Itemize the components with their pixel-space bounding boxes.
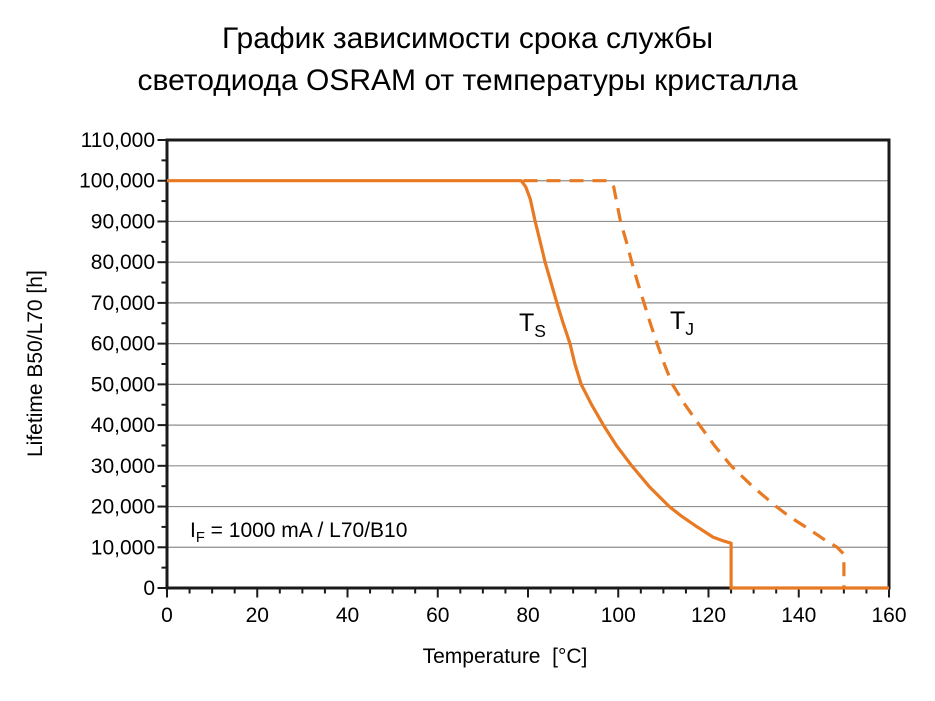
series-curve-TS bbox=[167, 179, 889, 590]
x-tick-label: 140 bbox=[781, 604, 816, 627]
chart-title-line1: График зависимости срока службы bbox=[221, 22, 714, 55]
x-tick-label: 160 bbox=[871, 604, 906, 627]
y-tick-label: 100,000 bbox=[79, 170, 155, 193]
y-tick-label: 70,000 bbox=[91, 292, 155, 315]
x-tick-label: 60 bbox=[426, 604, 449, 627]
chart-title-line2: светодиода OSRAM от температуры кристалл… bbox=[137, 64, 798, 97]
annotation-symbol: I bbox=[190, 519, 196, 542]
y-tick-label: 30,000 bbox=[91, 455, 155, 478]
x-tick-label: 120 bbox=[691, 604, 726, 627]
y-tick-label: 50,000 bbox=[91, 373, 155, 396]
x-tick-label: 0 bbox=[161, 604, 173, 627]
y-tick-label: 40,000 bbox=[91, 414, 155, 437]
y-tick-label: 110,000 bbox=[81, 129, 155, 152]
annotation-drive-current: IF = 1000 mA / L70/B10 bbox=[190, 519, 407, 546]
x-tick-label: 20 bbox=[246, 604, 269, 627]
x-tick-label: 40 bbox=[336, 604, 359, 627]
y-axis-title: Lifetime B50/L70 [h] bbox=[24, 270, 47, 458]
y-tick-label: 0 bbox=[143, 577, 155, 600]
series-curve-TJ bbox=[523, 179, 846, 588]
chart-title: График зависимости срока службы светодио… bbox=[0, 18, 935, 102]
y-tick-label: 10,000 bbox=[91, 536, 155, 559]
annotation-subscript: F bbox=[195, 530, 205, 547]
y-tick-label: 20,000 bbox=[91, 496, 155, 519]
series-label-tj: TJ bbox=[670, 307, 695, 339]
x-tick-label: 100 bbox=[601, 604, 636, 627]
series-label-ts: TS bbox=[519, 309, 546, 341]
x-tick-label: 80 bbox=[516, 604, 539, 627]
y-tick-label: 90,000 bbox=[91, 210, 155, 233]
y-tick-label: 80,000 bbox=[91, 251, 155, 274]
y-tick-label: 60,000 bbox=[91, 333, 155, 356]
x-axis-title: Temperature [°C] bbox=[422, 645, 588, 668]
annotation-text: = 1000 mA / L70/B10 bbox=[204, 519, 408, 542]
